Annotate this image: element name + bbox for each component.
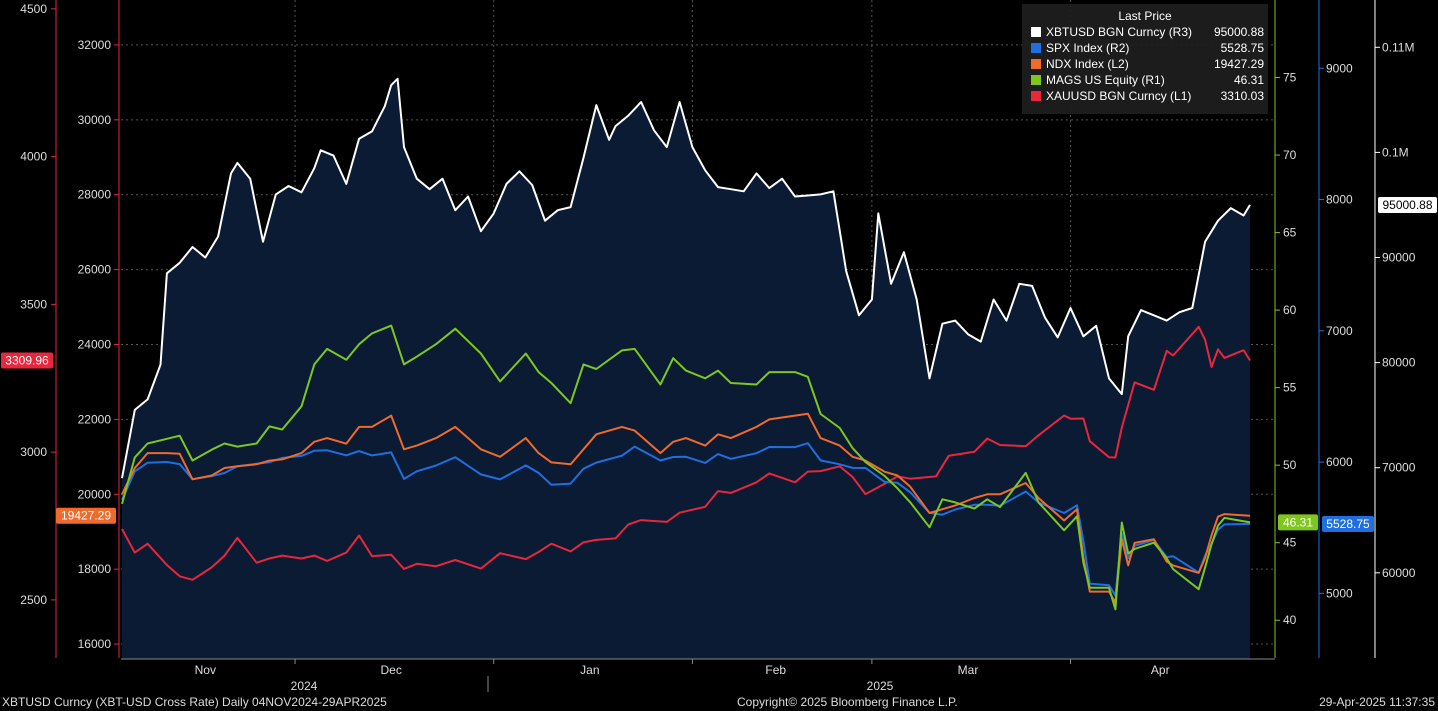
axis-tick-label-r2: 5000	[1326, 586, 1353, 600]
legend-item-value: 46.31	[1234, 73, 1264, 87]
axis-tick-label-r3: 0.11M	[1382, 40, 1414, 54]
series-lines	[121, 77, 1251, 611]
series-line-spx	[121, 442, 1251, 597]
legend-swatch	[1031, 27, 1041, 37]
legend-item-value: 95000.88	[1214, 25, 1264, 39]
xbtusd-area-fill	[122, 78, 1250, 660]
axis-tick-label-r1: 75	[1283, 71, 1297, 85]
axes: 2500 3000 3500 4000 4500 16000 18000 20000 22000…	[20, 0, 1416, 693]
legend-item-label: SPX Index (R2)	[1046, 41, 1129, 55]
last-price-tags: 3309.96 19427.29 46.31 5528.75 95000.88	[1, 196, 1437, 532]
axis-tick-label-r1: 65	[1283, 226, 1297, 240]
legend-swatch	[1031, 59, 1041, 69]
series-line-mags	[121, 324, 1251, 611]
axis-tick-label-r1: 40	[1283, 613, 1297, 627]
x-tick-label-month: Nov	[195, 663, 216, 677]
axis-tick-label-l2: 30000	[78, 113, 112, 127]
x-tick-label-month: Jan	[580, 663, 599, 677]
last-price-tag-label-l1: 3309.96	[5, 354, 49, 368]
axis-tick-label-r3: 90000	[1382, 251, 1416, 265]
x-tick-label-month: Feb	[765, 663, 786, 677]
series-line-xbt	[121, 77, 1251, 479]
axis-tick-label-l2: 28000	[78, 188, 112, 202]
axis-tick-label-l2: 20000	[78, 487, 112, 501]
legend-item-value: 3310.03	[1221, 89, 1265, 103]
last-price-tag-label-l2: 19427.29	[61, 509, 111, 523]
axis-tick-label-l1: 3000	[20, 445, 47, 459]
axis-tick-label-r1: 50	[1283, 458, 1297, 472]
axis-tick-label-r3: 80000	[1382, 356, 1416, 370]
last-price-tag-r1	[1278, 514, 1318, 531]
last-price-tag-l2	[56, 507, 116, 524]
footer-timestamp: 29-Apr-2025 11:37:35	[1319, 695, 1435, 709]
axis-tick-label-l1: 3500	[20, 297, 47, 311]
axis-tick-label-r3: 0.1M	[1382, 145, 1409, 159]
axis-tick-label-r2: 9000	[1326, 61, 1353, 75]
axis-tick-label-r1: 70	[1283, 148, 1297, 162]
legend-item-value: 5528.75	[1221, 41, 1265, 55]
last-price-tag-r2	[1322, 515, 1374, 532]
legend-title: Last Price	[1118, 9, 1172, 23]
x-tick-label-month: Apr	[1151, 663, 1170, 677]
axis-tick-label-l2: 22000	[78, 412, 112, 426]
axis-tick-label-r1: 60	[1283, 303, 1297, 317]
last-price-tag-label-r3: 95000.88	[1382, 198, 1432, 212]
axis-tick-label-r2: 8000	[1326, 193, 1353, 207]
footer-security-description: XBTUSD Curncy (XBT-USD Cross Rate) Daily…	[2, 695, 387, 709]
legend-item-label: XAUUSD BGN Curncy (L1)	[1046, 89, 1191, 103]
x-tick-label-year: 2025	[867, 679, 894, 693]
legend-swatch	[1031, 75, 1041, 85]
footer-copyright: Copyright© 2025 Bloomberg Finance L.P.	[737, 695, 958, 709]
legend-item-label: NDX Index (L2)	[1046, 57, 1129, 71]
legend-swatch	[1031, 91, 1041, 101]
axis-tick-label-l1: 2500	[20, 593, 47, 607]
axis-tick-label-r3: 60000	[1382, 566, 1416, 580]
x-tick-label-year: 2024	[291, 679, 318, 693]
axis-tick-label-l2: 24000	[78, 337, 112, 351]
axis-tick-label-r3: 70000	[1382, 461, 1416, 475]
axis-tick-label-r2: 6000	[1326, 455, 1353, 469]
axis-tick-label-l1: 4500	[20, 2, 47, 16]
x-tick-label-month: Mar	[958, 663, 979, 677]
last-price-tag-label-r1: 46.31	[1283, 515, 1313, 529]
last-price-tag-label-r2: 5528.75	[1326, 517, 1370, 531]
legend-swatch	[1031, 43, 1041, 53]
axis-tick-label-l2: 26000	[78, 263, 112, 277]
last-price-tag-l1	[1, 352, 53, 369]
axis-tick-label-l2: 16000	[78, 637, 112, 651]
axis-tick-label-l2: 18000	[78, 562, 112, 576]
legend-item-label: MAGS US Equity (R1)	[1046, 73, 1165, 87]
series-line-xau	[121, 325, 1251, 581]
x-tick-label-month: Dec	[381, 663, 402, 677]
axis-tick-label-l1: 4000	[20, 150, 47, 164]
legend: Last Price XBTUSD BGN Curncy (R3) 95000.88…	[1022, 4, 1268, 114]
legend-item-label: XBTUSD BGN Curncy (R3)	[1046, 25, 1192, 39]
legend-item-value: 19427.29	[1214, 57, 1264, 71]
axis-tick-label-r2: 7000	[1326, 324, 1353, 338]
axis-tick-label-r1: 45	[1283, 536, 1297, 550]
axis-tick-label-r1: 55	[1283, 381, 1297, 395]
legend-box	[1022, 4, 1268, 114]
last-price-tag-r3	[1378, 196, 1437, 213]
axis-tick-label-l2: 32000	[78, 38, 112, 52]
